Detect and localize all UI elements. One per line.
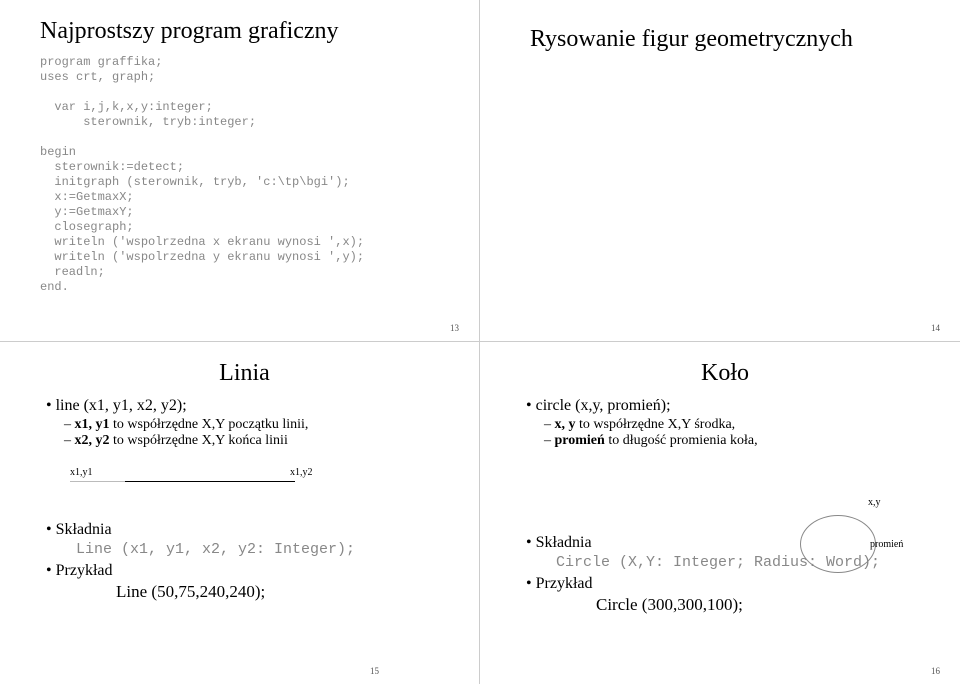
syntax-code: Line (x1, y1, x2, y2: Integer); <box>76 541 449 558</box>
bullet-1: circle (x,y, promień); <box>526 397 930 415</box>
page-number: 14 <box>931 323 940 333</box>
slide-title: Linia <box>40 360 449 387</box>
syntax-heading: Składnia <box>46 521 449 539</box>
slide-16: Koło circle (x,y, promień); x, y to wspó… <box>480 342 960 684</box>
label-x1y2: x1,y2 <box>290 467 313 478</box>
circle-figure: x,y promień <box>790 497 900 587</box>
bullet-2a: x1, y1 to współrzędne X,Y początku linii… <box>64 417 449 433</box>
slide-13: Najprostszy program graficzny program gr… <box>0 0 480 342</box>
example-code: Line (50,75,240,240); <box>116 582 449 602</box>
circle-shape <box>800 515 876 573</box>
label-x1y1: x1,y1 <box>70 467 93 478</box>
syntax-block: Składnia Line (x1, y1, x2, y2: Integer);… <box>46 521 449 602</box>
slide-14: Rysowanie figur geometrycznych 14 <box>480 0 960 342</box>
bullet-2b: promień to długość promienia koła, <box>544 433 930 449</box>
example-code: Circle (300,300,100); <box>596 595 930 615</box>
page-number: 15 <box>370 666 379 676</box>
page-number: 16 <box>931 666 940 676</box>
bullet-2b: x2, y2 to współrzędne X,Y końca linii <box>64 433 449 449</box>
slide-15: Linia line (x1, y1, x2, y2); x1, y1 to w… <box>0 342 480 684</box>
label-radius: promień <box>870 539 903 550</box>
bullet-list: line (x1, y1, x2, y2); x1, y1 to współrz… <box>46 397 449 449</box>
line-figure: x1,y1 x1,y2 <box>70 467 449 507</box>
line-seg-1 <box>70 481 125 482</box>
slide-title: Najprostszy program graficzny <box>40 18 449 45</box>
slide-title: Koło <box>520 360 930 387</box>
slide-title: Rysowanie figur geometrycznych <box>530 26 930 53</box>
bullet-list: circle (x,y, promień); x, y to współrzęd… <box>526 397 930 449</box>
bullet-1: line (x1, y1, x2, y2); <box>46 397 449 415</box>
label-xy: x,y <box>868 497 881 508</box>
code-block: program graffika; uses crt, graph; var i… <box>40 55 449 295</box>
page-number: 13 <box>450 323 459 333</box>
bullet-2a: x, y to współrzędne X,Y środka, <box>544 417 930 433</box>
example-heading: Przykład <box>46 562 449 580</box>
line-seg-2 <box>125 481 295 482</box>
